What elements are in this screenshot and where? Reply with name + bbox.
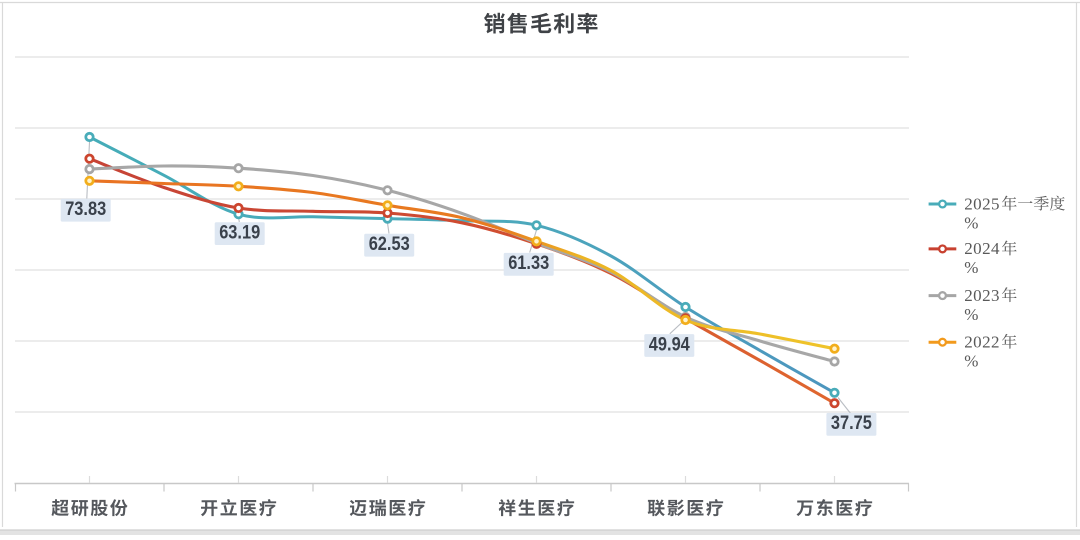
svg-text:2023: 2023 xyxy=(964,286,1000,305)
svg-text:63.19: 63.19 xyxy=(219,223,260,244)
svg-text:2024: 2024 xyxy=(964,239,1000,258)
svg-text:73.83: 73.83 xyxy=(65,199,106,220)
svg-text:2022: 2022 xyxy=(964,333,1000,352)
svg-text:2025: 2025 xyxy=(964,194,1000,213)
svg-text:%: % xyxy=(964,352,978,371)
svg-text:37.75: 37.75 xyxy=(831,413,872,434)
svg-text:%: % xyxy=(964,258,978,277)
svg-text:62.53: 62.53 xyxy=(369,234,410,255)
svg-text:%: % xyxy=(964,305,978,324)
svg-text:61.33: 61.33 xyxy=(508,253,549,274)
svg-text:%: % xyxy=(964,213,978,232)
svg-text:49.94: 49.94 xyxy=(649,334,690,355)
